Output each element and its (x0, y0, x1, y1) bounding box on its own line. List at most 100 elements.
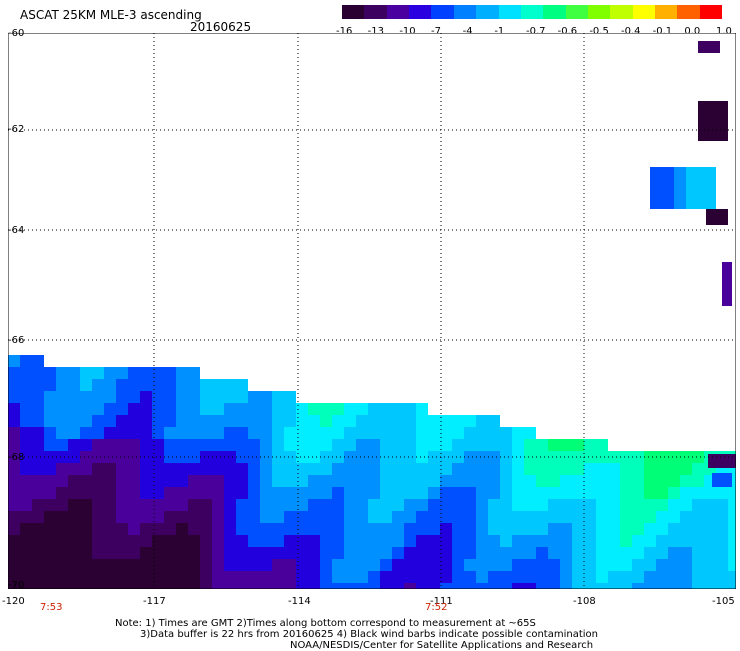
data-cell (380, 523, 392, 535)
data-cell (392, 439, 404, 451)
data-cell (584, 463, 596, 475)
data-cell (140, 535, 152, 547)
data-cell (488, 523, 500, 535)
data-cell (92, 523, 104, 535)
data-cell (68, 547, 80, 559)
data-cell (428, 427, 440, 439)
data-cell (464, 427, 476, 439)
data-cell (56, 463, 68, 475)
data-cell (356, 487, 368, 499)
lat-label: -62 (8, 124, 25, 135)
data-cell (656, 547, 668, 559)
data-cell (392, 427, 404, 439)
data-cell (128, 559, 140, 571)
data-cell (548, 547, 560, 559)
data-cell (164, 439, 176, 451)
data-cell (572, 547, 584, 559)
data-cell (680, 499, 692, 511)
data-cell (704, 511, 716, 523)
data-cell (260, 559, 272, 571)
data-cell (452, 415, 464, 427)
data-cell (608, 523, 620, 535)
data-cell (332, 559, 344, 571)
data-cell (692, 535, 704, 547)
data-cell (272, 499, 284, 511)
data-cell (380, 451, 392, 463)
data-cell (704, 487, 716, 499)
data-cell (692, 451, 704, 463)
data-cell (476, 427, 488, 439)
data-cell (68, 403, 80, 415)
data-cell (668, 487, 680, 499)
data-cell (176, 463, 188, 475)
data-cell (272, 427, 284, 439)
data-cell (92, 403, 104, 415)
data-cell (128, 391, 140, 403)
data-cell (152, 415, 164, 427)
data-cell (44, 475, 56, 487)
data-cell (344, 427, 356, 439)
data-cell (20, 427, 32, 439)
data-cell (248, 535, 260, 547)
data-cell (668, 583, 680, 589)
colorbar-swatch (342, 5, 365, 19)
data-cell (680, 571, 692, 583)
data-cell (296, 559, 308, 571)
data-cell (200, 475, 212, 487)
data-cell (296, 547, 308, 559)
data-cell (104, 367, 116, 379)
data-cell (212, 583, 224, 589)
data-cell (308, 475, 320, 487)
data-cell (128, 583, 140, 589)
data-cell (572, 451, 584, 463)
data-cell (560, 451, 572, 463)
data-cell (512, 439, 524, 451)
data-cell (632, 559, 644, 571)
data-cell (44, 451, 56, 463)
data-cell (488, 475, 500, 487)
data-cell (728, 583, 736, 589)
data-cell (140, 547, 152, 559)
data-cell (8, 511, 20, 523)
data-cell (260, 451, 272, 463)
data-cell (332, 487, 344, 499)
data-cell (224, 475, 236, 487)
data-cell (536, 499, 548, 511)
data-cell (212, 475, 224, 487)
data-cell (260, 499, 272, 511)
data-cell (236, 511, 248, 523)
data-cell (620, 559, 632, 571)
data-cell (272, 571, 284, 583)
colorbar (342, 5, 723, 19)
data-cell (620, 571, 632, 583)
data-cell (500, 463, 512, 475)
note-line-3: NOAA/NESDIS/Center for Satellite Applica… (290, 640, 594, 651)
data-cell (440, 463, 452, 475)
data-cell (176, 547, 188, 559)
data-cell (260, 535, 272, 547)
data-cell (56, 415, 68, 427)
data-cell (500, 439, 512, 451)
data-cell (476, 571, 488, 583)
data-cell (140, 367, 152, 379)
data-cell (536, 559, 548, 571)
data-cell (668, 559, 680, 571)
data-cell (260, 463, 272, 475)
data-cell (272, 523, 284, 535)
data-cell (92, 391, 104, 403)
data-cell (716, 571, 728, 583)
data-cell (296, 499, 308, 511)
data-cell (80, 427, 92, 439)
data-cell (644, 571, 656, 583)
data-cell (116, 499, 128, 511)
data-cell (392, 499, 404, 511)
data-cell (356, 463, 368, 475)
data-cell (284, 559, 296, 571)
data-cell (644, 451, 656, 463)
data-cell (248, 463, 260, 475)
data-cell (104, 523, 116, 535)
data-cell (140, 559, 152, 571)
data-cell (224, 451, 236, 463)
data-cell (68, 571, 80, 583)
data-cell (176, 427, 188, 439)
